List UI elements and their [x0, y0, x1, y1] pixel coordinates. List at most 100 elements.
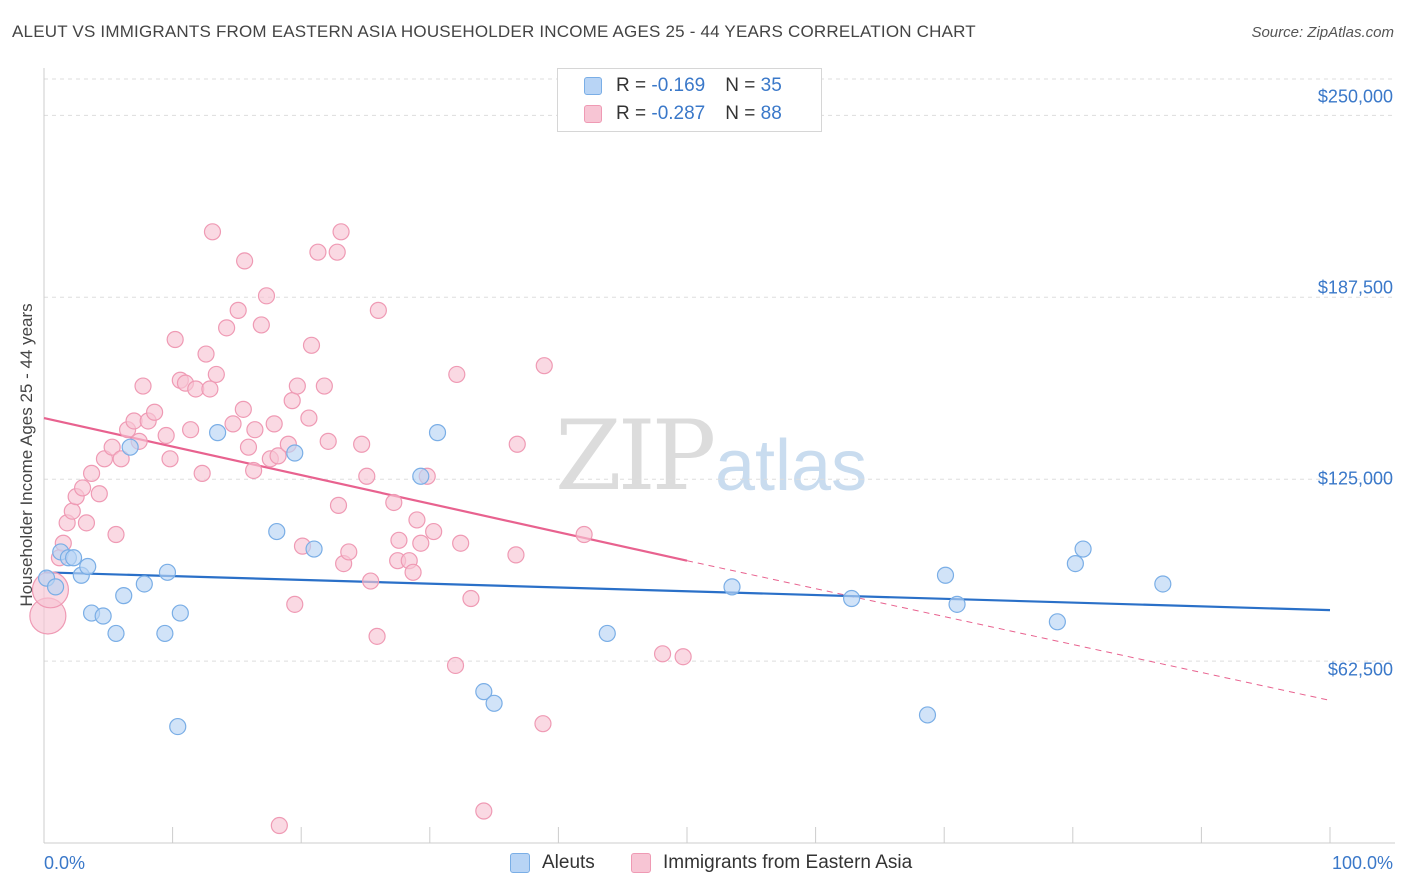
aleut-point [121, 438, 139, 456]
bottom-legend-immigrants: Immigrants from Eastern Asia [631, 852, 912, 874]
aleut-point [843, 589, 861, 608]
immigrant-point [90, 485, 108, 503]
immigrant-point [288, 377, 306, 395]
immigrant-point [245, 461, 263, 480]
immigrant-point [508, 435, 526, 453]
immigrant-point [302, 336, 321, 354]
immigrant-point [309, 243, 327, 261]
legend-r-value: -0.169 [651, 75, 706, 96]
aleut-point [475, 683, 493, 701]
immigrant-point [112, 450, 130, 468]
aleut-point [1154, 575, 1172, 593]
aleut-point [94, 607, 112, 625]
aleut-point [115, 587, 133, 605]
axes [43, 68, 1395, 844]
y-tick-label-187500: $187,500 [1317, 277, 1393, 298]
immigrant-point [404, 563, 422, 581]
immigrant-point [161, 450, 179, 468]
immigrant-point [328, 243, 346, 261]
correlation-legend: R = -0.169 N = 35 R = -0.287 N = 88 [557, 68, 822, 132]
immigrant-point [103, 438, 121, 456]
aleut-point [107, 624, 125, 643]
aleut-point [1074, 540, 1092, 558]
aleut-point [64, 549, 83, 567]
immigrant-point [207, 365, 225, 384]
immigrant-point [229, 301, 247, 319]
legend-n-label: N = [725, 75, 761, 96]
immigrant-point [77, 514, 96, 532]
immigrant-point [462, 589, 480, 608]
immigrant-point [390, 531, 408, 549]
immigrant-point [82, 464, 101, 482]
x-tick-label-max: 100.0% [1331, 853, 1393, 873]
aleut-point [169, 717, 187, 736]
immigrant-point [246, 421, 264, 439]
data-points [29, 223, 1172, 835]
aleut-point [156, 624, 174, 643]
immigrant-point [193, 464, 211, 482]
immigrant-point [535, 357, 553, 375]
legend-n-value: 88 [760, 103, 782, 124]
immigrant-point [319, 432, 337, 450]
aleut-point [209, 424, 227, 442]
aleut-point [305, 540, 323, 558]
bottom-legend-swatch-blue [510, 853, 530, 873]
legend-n-label: N = [725, 103, 761, 124]
immigrant-point [252, 316, 270, 334]
aleut-point [598, 624, 616, 643]
legend-n-value: 35 [760, 75, 782, 96]
watermark-atlas: atlas [715, 426, 868, 506]
source-label: Source: ZipAtlas.com [1251, 24, 1394, 41]
chart-title: ALEUT VS IMMIGRANTS FROM EASTERN ASIA HO… [12, 22, 976, 41]
aleut-point [428, 424, 447, 442]
bottom-legend-label: Aleuts [542, 852, 595, 873]
x-tick-label-min: 0.0% [44, 853, 86, 873]
aleut-point [918, 706, 937, 724]
aleut-point [936, 566, 955, 584]
immigrant-point [182, 421, 200, 439]
immigrant-point [412, 534, 430, 552]
immigrant-point [452, 534, 470, 552]
immigrant-point [283, 392, 301, 410]
immigrant-point [197, 345, 215, 363]
aleut-point [268, 522, 286, 541]
immigrant-point [300, 409, 318, 427]
immigrant-point [674, 648, 692, 666]
legend-r-label: R = [616, 103, 652, 124]
aleut-point [158, 563, 177, 581]
immigrant-point [332, 223, 350, 241]
aleut-point [723, 578, 741, 596]
immigrant-point [408, 511, 426, 529]
immigrant-point [201, 380, 219, 398]
legend-row-aleuts: R = -0.169 N = 35 [584, 74, 782, 98]
immigrant-point [340, 543, 358, 561]
immigrant-point [425, 522, 443, 541]
legend-r-value: -0.287 [651, 103, 706, 124]
aleut-point [46, 578, 65, 596]
immigrant-point [270, 816, 288, 835]
aleut-point [948, 595, 966, 613]
aleut-point [286, 444, 304, 462]
aleut-point [412, 467, 430, 485]
immigrant-point [107, 525, 125, 544]
immigrant-point [236, 252, 254, 270]
immigrant-point [534, 715, 552, 733]
immigrant-point [448, 365, 466, 384]
aleut-point [79, 557, 97, 576]
aleut-point [171, 604, 189, 622]
trend-line-immigrants-dashed [686, 560, 1331, 701]
immigrant-point [265, 415, 283, 433]
immigrant-point [368, 627, 386, 645]
immigrant-point [63, 502, 81, 520]
bottom-legend-label: Immigrants from Eastern Asia [663, 852, 913, 873]
immigrant-point [446, 656, 465, 675]
bottom-legend-aleuts: Aleuts [510, 852, 595, 874]
legend-r-label: R = [616, 75, 652, 96]
immigrant-point [166, 330, 184, 349]
legend-row-immigrants: R = -0.287 N = 88 [584, 102, 782, 126]
legend-swatch-blue [584, 77, 602, 95]
immigrant-point [369, 301, 387, 319]
immigrant-point [239, 438, 258, 456]
immigrant-point [73, 479, 92, 497]
immigrant-point [157, 426, 175, 445]
